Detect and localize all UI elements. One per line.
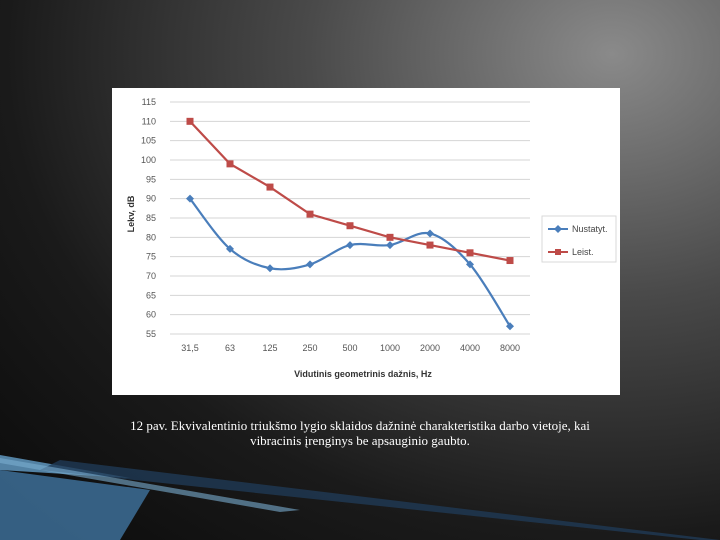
legend-box [541, 215, 617, 263]
x-tick-label: 1000 [380, 343, 400, 353]
series-1-point [506, 322, 514, 331]
series-layer [186, 117, 514, 331]
legend-marker-series-1 [554, 225, 562, 233]
y-tick-label: 60 [146, 310, 156, 320]
x-tick-label: 63 [225, 343, 235, 353]
x-tick-label: 250 [302, 343, 317, 353]
caption-line-2: vibracinis įrenginys be apsauginio gaubt… [250, 433, 470, 448]
y-tick-label: 85 [146, 213, 156, 223]
y-axis-ticks: 55 60 65 70 75 80 85 90 95 100 105 110 115 [141, 97, 156, 339]
x-tick-label: 8000 [500, 343, 520, 353]
x-tick-label: 125 [262, 343, 277, 353]
x-tick-label: 4000 [460, 343, 480, 353]
x-tick-label: 31,5 [181, 343, 199, 353]
series-2-point [426, 241, 434, 249]
y-tick-label: 105 [141, 136, 156, 146]
series-2-point [266, 183, 274, 191]
series-1-point [386, 241, 394, 250]
chart-panel: 55 60 65 70 75 80 85 90 95 100 105 110 115 31,5 63 125… [112, 88, 620, 395]
series-1-point [426, 229, 434, 238]
x-tick-label: 2000 [420, 343, 440, 353]
y-tick-label: 65 [146, 290, 156, 300]
series-1-point [466, 260, 474, 269]
series-2-point [186, 117, 194, 125]
series-2-point [226, 160, 234, 168]
grid-lines [170, 101, 530, 335]
x-tick-label: 500 [342, 343, 357, 353]
legend-marker-series-2 [555, 249, 561, 255]
figure-caption: 12 pav. Ekvivalentinio triukšmo lygio sk… [70, 418, 650, 448]
y-tick-label: 70 [146, 271, 156, 281]
series-2-point [466, 249, 474, 257]
series-2-point [386, 233, 394, 241]
legend-label-series-1: Nustatyt. [572, 224, 608, 234]
y-tick-label: 80 [146, 232, 156, 242]
caption-line-1: 12 pav. Ekvivalentinio triukšmo lygio sk… [130, 418, 590, 433]
series-1-point [346, 241, 354, 250]
series-1-point [186, 194, 194, 203]
series-1-point [266, 264, 274, 273]
series-2-point [506, 257, 514, 265]
y-tick-label: 95 [146, 174, 156, 184]
series-1-point [226, 244, 234, 253]
legend-label-series-2: Leist. [572, 247, 594, 257]
line-chart: 55 60 65 70 75 80 85 90 95 100 105 110 115 31,5 63 125… [126, 97, 617, 379]
y-tick-label: 100 [141, 155, 156, 165]
x-axis-ticks: 31,5 63 125 250 500 1000 2000 4000 8000 [181, 343, 520, 353]
y-tick-label: 55 [146, 329, 156, 339]
y-tick-label: 115 [142, 97, 156, 107]
y-tick-label: 75 [146, 252, 156, 262]
x-axis-title: Vidutinis geometrinis dažnis, Hz [294, 369, 432, 379]
y-tick-label: 90 [146, 194, 156, 204]
legend: Nustatyt. Leist. [541, 215, 617, 263]
y-tick-label: 110 [142, 116, 156, 126]
series-2-point [306, 210, 314, 218]
series-line-2 [189, 120, 511, 262]
series-1-point [306, 260, 314, 269]
y-axis-title: Lekv, dB [126, 195, 136, 232]
series-2-point [346, 222, 354, 230]
